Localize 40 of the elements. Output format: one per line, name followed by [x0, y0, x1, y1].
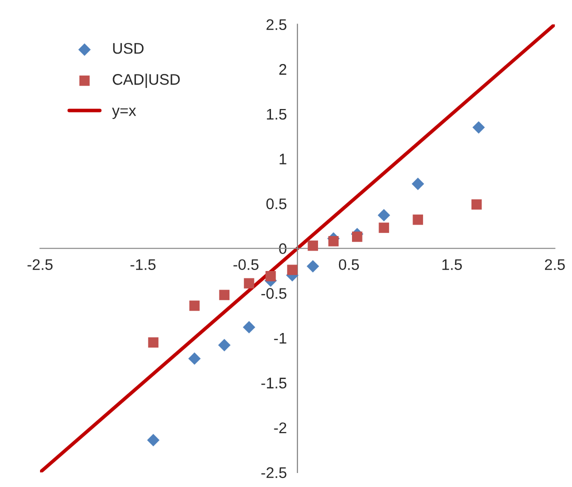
point	[147, 434, 160, 446]
point	[148, 337, 158, 348]
point	[378, 209, 390, 222]
x-tick-label: -0.5	[233, 259, 258, 270]
y-tick-label: 1	[280, 154, 286, 164]
point	[412, 214, 424, 225]
legend-label: CAD|USD	[112, 74, 180, 88]
x-tick-label: 2.5	[544, 259, 565, 270]
point	[472, 121, 485, 134]
x-tick-label: 1.5	[442, 259, 462, 270]
point	[266, 271, 276, 282]
point	[219, 290, 230, 300]
y-tick-label: 2	[279, 64, 286, 75]
point	[471, 199, 482, 210]
point	[412, 178, 424, 190]
point	[218, 338, 231, 352]
legend-label: y=x	[112, 108, 136, 119]
y-tick-label: 0.5	[266, 198, 286, 210]
y-tick-label: -1	[274, 333, 286, 344]
y-tick-label: -0.5	[261, 288, 286, 299]
x-tick-label: 0.5	[338, 259, 359, 270]
x-tick-label: -1.5	[130, 259, 156, 270]
y-tick-label: -2.5	[261, 467, 286, 478]
point	[287, 264, 298, 276]
point	[189, 300, 200, 311]
point	[242, 321, 256, 334]
y-tick-label: 0	[279, 243, 286, 254]
x-tick-label: -2.5	[28, 259, 53, 270]
point	[378, 222, 390, 233]
y-tick-label: -2	[274, 422, 286, 434]
point	[306, 260, 320, 273]
point	[328, 236, 339, 246]
point	[244, 278, 254, 288]
point	[352, 232, 362, 242]
y-tick-label: 1.5	[266, 108, 286, 120]
point	[188, 352, 201, 365]
y-tick-label: -1.5	[261, 378, 286, 388]
y-tick-label: 2.5	[266, 19, 286, 30]
legend-label: USD	[113, 42, 144, 54]
point	[308, 240, 318, 251]
